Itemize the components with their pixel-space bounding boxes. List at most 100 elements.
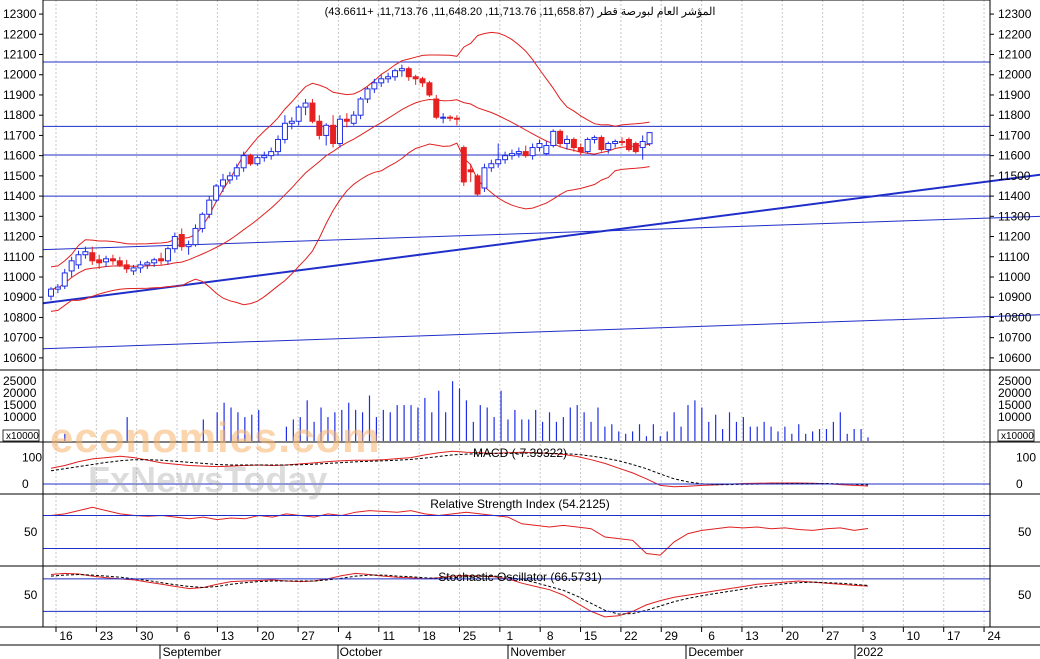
candle-up (261, 155, 268, 159)
x-day-label: 24 (987, 629, 1001, 643)
x-day-label: 16 (59, 629, 73, 643)
ohlc-readout: (11,658.87, 11,713.76, 11,648.20, 11,713… (325, 6, 595, 18)
candle-down (309, 102, 316, 122)
candle-up (75, 254, 82, 266)
candle-down (522, 151, 529, 157)
rsi-tick-left: 50 (24, 525, 38, 539)
candle-up (639, 140, 646, 149)
middle-band (50, 98, 650, 290)
x-month-label: September (163, 645, 222, 659)
candle-up (591, 136, 598, 140)
candle-up (164, 248, 171, 262)
volume-tick-label-left: 25000 (3, 374, 37, 388)
stochastic-d-line (50, 573, 869, 615)
x-day-label: 29 (665, 629, 679, 643)
price-tick-label-left: 11900 (3, 88, 36, 102)
candle-down (453, 117, 460, 120)
candle-up (481, 167, 488, 189)
candle-up (646, 132, 653, 145)
candle-up (295, 106, 302, 122)
x-day-label: 15 (584, 629, 598, 643)
x-day-label: 3 (870, 629, 877, 643)
candle-up (137, 264, 144, 269)
grid-layer (55, 0, 985, 627)
stochastic-tick-right: 50 (1018, 588, 1032, 602)
price-tick-label-left: 11600 (3, 149, 36, 163)
candle-up (371, 82, 378, 90)
candle-down (570, 138, 577, 149)
candle-up (385, 76, 392, 80)
price-tick-label-left: 11200 (3, 230, 36, 244)
candle-up (495, 159, 502, 165)
x-month-label: 2022 (857, 645, 884, 659)
candle-up (82, 251, 89, 256)
volume-scale-right: x10000 (1001, 431, 1034, 442)
chart-header: المؤشر العام لبورصة قطر (11,658.87, 11,7… (325, 6, 716, 18)
macd-tick-right: 100 (1016, 451, 1036, 465)
x-month-label: December (688, 645, 743, 659)
candle-up (171, 236, 178, 250)
x-day-label: 6 (708, 629, 715, 643)
candle-up (323, 124, 330, 136)
candle-down (89, 252, 96, 262)
stochastic-tick-left: 50 (24, 588, 38, 602)
price-tick-label-left: 11500 (3, 169, 36, 183)
candle-down (598, 136, 605, 151)
x-day-label: 23 (100, 629, 114, 643)
volume-scale-left-box (2, 429, 40, 442)
price-tick-label-right: 12100 (998, 48, 1032, 62)
candle-up (440, 116, 447, 119)
candle-down (433, 98, 440, 118)
price-tick-label-left: 10700 (3, 331, 37, 345)
price-tick-label-right: 11000 (998, 270, 1031, 284)
price-tick-label-left: 12200 (3, 27, 37, 41)
watermark-fxnewstoday: FxNewsToday (88, 459, 327, 500)
candle-up (529, 147, 536, 157)
volume-scale-right-box (997, 429, 1035, 442)
stochastic-panel (43, 572, 990, 618)
macd-tick-left: 0 (22, 477, 29, 491)
chart-title: المؤشر العام لبورصة قطر (596, 6, 715, 18)
x-day-label: 27 (826, 629, 840, 643)
macd-label: MACD (-7.39322) (473, 446, 567, 460)
price-tick-label-left: 10900 (3, 290, 37, 304)
stochastic-label: Stochastic Oscillator (66.5731) (438, 570, 601, 584)
candle-down (557, 130, 564, 145)
candle-up (192, 227, 199, 246)
price-tick-label-right: 11700 (998, 128, 1031, 142)
x-day-label: 17 (947, 629, 961, 643)
x-day-label: 13 (221, 629, 235, 643)
candle-up (213, 185, 220, 201)
candle-up (550, 130, 557, 147)
price-tick-label-left: 11100 (3, 250, 35, 264)
candle-up (488, 163, 495, 169)
candle-up (564, 138, 570, 145)
candle-up (350, 114, 357, 124)
price-tick-label-right: 11100 (998, 250, 1030, 264)
candle-down (632, 143, 639, 153)
x-day-label: 6 (184, 629, 191, 643)
candle-down (419, 78, 426, 84)
rsi-panel (43, 506, 990, 556)
volume-tick-label-left: 15000 (3, 398, 37, 412)
candle-up (54, 286, 61, 290)
x-day-label: 20 (261, 629, 275, 643)
candle-up (68, 260, 75, 272)
macd-tick-right: 0 (1016, 477, 1023, 491)
upper-trend-line (42, 173, 1040, 305)
candle-up (48, 288, 54, 297)
x-day-label: 11 (383, 629, 396, 643)
candle-up (364, 88, 371, 100)
upper-band (50, 31, 650, 268)
candle-up (515, 151, 522, 155)
x-day-label: 4 (345, 629, 352, 643)
price-tick-label-right: 11800 (998, 108, 1031, 122)
x-day-label: 27 (301, 629, 315, 643)
candle-up (302, 102, 309, 108)
stochastic-k-line (50, 572, 869, 618)
candle-up (144, 262, 151, 266)
x-day-label: 18 (422, 629, 436, 643)
volume-tick-label-right: 10000 (998, 410, 1032, 424)
